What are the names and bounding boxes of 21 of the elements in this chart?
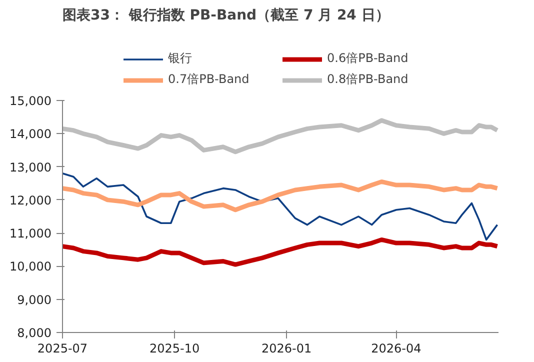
legend-label: 银行 <box>168 50 193 67</box>
line-series <box>62 179 498 212</box>
x-tick-label: 2026-01 <box>262 342 312 356</box>
line-series <box>62 237 498 267</box>
y-tick-label: 12,000 <box>10 193 52 208</box>
y-tick-label: 14,000 <box>10 127 52 142</box>
x-tick-label: 2026-04 <box>371 342 422 356</box>
y-tick-label: 15,000 <box>10 94 52 108</box>
line-series <box>62 118 498 154</box>
x-tick-label: 2025-07 <box>37 342 88 356</box>
legend-label: 0.6倍PB-Band <box>327 50 410 67</box>
y-tick-label: 10,000 <box>10 260 52 274</box>
y-tick-label: 8,000 <box>17 326 52 340</box>
x-tick-label: 2025-10 <box>149 342 200 356</box>
y-tick-label: 11,000 <box>10 226 52 241</box>
legend-label: 0.8倍PB-Band <box>327 71 410 88</box>
y-tick-label: 9,000 <box>17 292 52 307</box>
chart-title: 图表33： 银行指数 PB-Band（截至 7 月 24 日） <box>62 8 390 24</box>
legend-label: 0.7倍PB-Band <box>168 71 250 88</box>
line-series <box>62 172 498 241</box>
y-tick-label: 13,000 <box>10 160 52 174</box>
